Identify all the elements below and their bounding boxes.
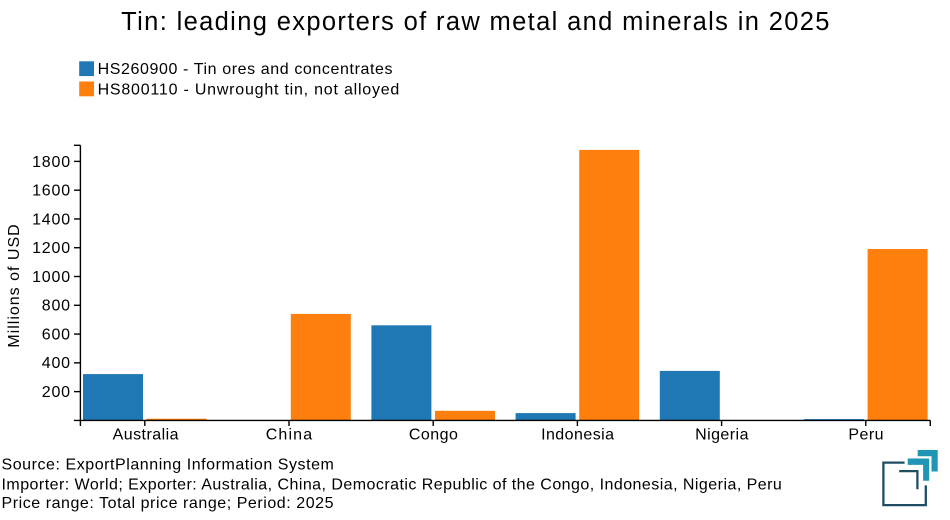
svg-text:HS260900 - Tin ores and concen: HS260900 - Tin ores and concentrates bbox=[98, 61, 394, 78]
svg-text:1200: 1200 bbox=[32, 240, 71, 257]
svg-text:Price range: Total price range: Price range: Total price range; Period: … bbox=[2, 495, 335, 512]
svg-text:Importer: World; Exporter: Aus: Importer: World; Exporter: Australia, Ch… bbox=[2, 476, 783, 493]
svg-text:800: 800 bbox=[42, 298, 71, 315]
svg-text:China: China bbox=[266, 427, 314, 444]
svg-text:Source: ExportPlanning Informa: Source: ExportPlanning Information Syste… bbox=[2, 457, 335, 474]
svg-text:Millions of USD: Millions of USD bbox=[6, 223, 23, 347]
svg-text:1800: 1800 bbox=[32, 154, 71, 171]
svg-text:Congo: Congo bbox=[409, 427, 458, 444]
svg-text:400: 400 bbox=[42, 355, 71, 372]
svg-text:Indonesia: Indonesia bbox=[541, 427, 614, 444]
svg-text:600: 600 bbox=[42, 327, 71, 344]
svg-text:Tin: leading exporters of raw: Tin: leading exporters of raw metal and … bbox=[121, 8, 831, 36]
svg-text:1600: 1600 bbox=[32, 183, 71, 200]
svg-text:1400: 1400 bbox=[32, 211, 71, 228]
svg-text:Peru: Peru bbox=[848, 427, 884, 444]
svg-text:1000: 1000 bbox=[32, 269, 71, 286]
svg-text:HS800110 - Unwrought tin, not: HS800110 - Unwrought tin, not alloyed bbox=[98, 81, 401, 98]
svg-text:200: 200 bbox=[42, 384, 71, 401]
svg-text:Nigeria: Nigeria bbox=[695, 427, 749, 444]
svg-text:Australia: Australia bbox=[113, 427, 179, 444]
